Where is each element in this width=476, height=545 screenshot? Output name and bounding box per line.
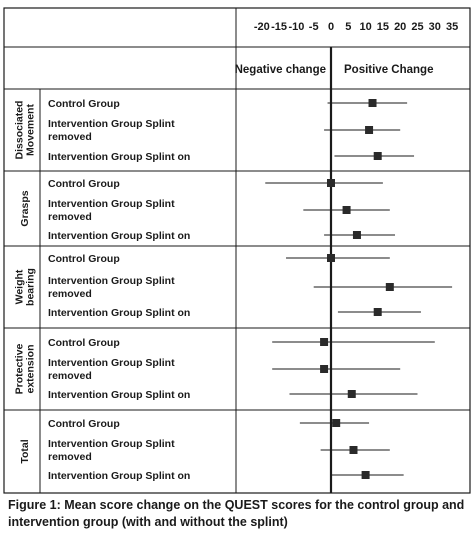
group-label: Grasps	[19, 190, 31, 226]
row-label-line: Intervention Group Splint	[48, 357, 175, 369]
x-tick-label: 0	[328, 21, 334, 33]
x-tick-label: -10	[288, 21, 304, 33]
mean-estimate-marker	[320, 338, 329, 346]
mean-estimate-marker	[385, 283, 394, 291]
row-label-line: Intervention Group Splint	[48, 118, 175, 130]
table-frame	[3, 7, 471, 494]
row-label-line: removed	[48, 131, 92, 143]
mean-estimate-marker	[332, 419, 341, 427]
group-label: Weightbearing	[14, 268, 37, 306]
group-label: Total	[19, 439, 31, 463]
row-label: Intervention Group Splint removed	[48, 275, 175, 300]
x-tick-label: 20	[394, 21, 406, 33]
row-label-line: removed	[48, 451, 92, 463]
row-label-line: Intervention Group Splint	[48, 275, 175, 287]
x-tick-label: -5	[309, 21, 319, 33]
row-label-line: Intervention Group Splint on	[48, 230, 190, 242]
positive-change-label: Positive Change	[344, 64, 433, 76]
row-label-line: Control Group	[48, 178, 120, 190]
row-label: Intervention Group Splint on	[48, 470, 190, 482]
outer-border	[3, 7, 471, 494]
row-label: Intervention Group Splint removed	[48, 118, 175, 143]
row-label-line: Intervention Group Splint on	[48, 151, 190, 163]
x-tick-label: 15	[377, 21, 389, 33]
row-label-line: Control Group	[48, 98, 120, 110]
x-tick-label: 25	[411, 21, 423, 33]
row-label-line: Control Group	[48, 418, 120, 430]
row-label: Intervention Group Splint on	[48, 230, 190, 242]
row-label-line: removed	[48, 370, 92, 382]
group-label-line: Grasps	[19, 190, 31, 226]
x-tick-label: 35	[446, 21, 458, 33]
mean-estimate-marker	[361, 471, 370, 479]
row-label: Control Group	[48, 337, 120, 349]
mean-estimate-marker	[320, 365, 329, 373]
x-tick-label: 10	[359, 21, 371, 33]
mean-estimate-marker	[373, 308, 382, 316]
group-label-line: Weight	[14, 269, 26, 304]
x-axis-ticks: -20 -15 -10 -5 0 5 10 15 20 25 30 35	[254, 21, 458, 33]
outcome-groups: DissociatedMovement Control Group Interven…	[14, 98, 191, 482]
mean-estimate-marker	[327, 179, 335, 187]
mean-estimate-marker	[373, 152, 382, 160]
row-label: Control Group	[48, 418, 120, 430]
row-label-line: Intervention Group Splint on	[48, 389, 190, 401]
x-tick-label: 30	[429, 21, 441, 33]
row-label: Intervention Group Splint on	[48, 151, 190, 163]
row-label-line: Intervention Group Splint	[48, 438, 175, 450]
row-label: Intervention Group Splint removed	[48, 357, 175, 382]
x-tick-label: -20	[254, 21, 270, 33]
row-label: Intervention Group Splint on	[48, 307, 190, 319]
x-tick-label: -15	[271, 21, 287, 33]
mean-estimate-marker	[342, 206, 351, 214]
mean-estimate-marker	[347, 390, 356, 398]
estimate-marks	[265, 47, 453, 493]
group-label: Protectiveextension	[14, 343, 37, 394]
group-label-line: Dissociated	[14, 101, 26, 160]
group-label-line: Movement	[25, 104, 37, 156]
row-label: Control Group	[48, 253, 120, 265]
mean-estimate-marker	[368, 99, 377, 107]
row-label-line: Control Group	[48, 253, 120, 265]
row-label: Intervention Group Splint removed	[48, 198, 175, 223]
row-label-line: Intervention Group Splint on	[48, 470, 190, 482]
row-label: Intervention Group Splint on	[48, 389, 190, 401]
mean-estimate-marker	[327, 254, 335, 262]
direction-labels: Negative change Positive Change	[235, 64, 434, 76]
row-label: Control Group	[48, 178, 120, 190]
group-label: DissociatedMovement	[14, 101, 37, 160]
figure-caption: Figure 1: Mean score change on the QUEST…	[8, 498, 465, 529]
row-label-line: Control Group	[48, 337, 120, 349]
group-label-line: extension	[25, 344, 37, 393]
x-tick-label: 5	[345, 21, 351, 33]
row-label: Intervention Group Splint removed	[48, 438, 175, 463]
forest-plot: -20 -15 -10 -5 0 5 10 15 20 25 30 35 Negative chang…	[3, 7, 471, 494]
mean-estimate-marker	[352, 231, 361, 239]
mean-estimate-marker	[365, 126, 374, 134]
group-label-line: Total	[19, 439, 31, 463]
row-label-line: removed	[48, 211, 92, 223]
row-label-line: Intervention Group Splint	[48, 198, 175, 210]
group-label-line: Protective	[14, 343, 26, 394]
negative-change-label: Negative change	[235, 64, 326, 76]
row-label-line: Intervention Group Splint on	[48, 307, 190, 319]
mean-estimate-marker	[349, 446, 358, 454]
row-label: Control Group	[48, 98, 120, 110]
row-label-line: removed	[48, 288, 92, 300]
group-label-line: bearing	[25, 268, 37, 306]
